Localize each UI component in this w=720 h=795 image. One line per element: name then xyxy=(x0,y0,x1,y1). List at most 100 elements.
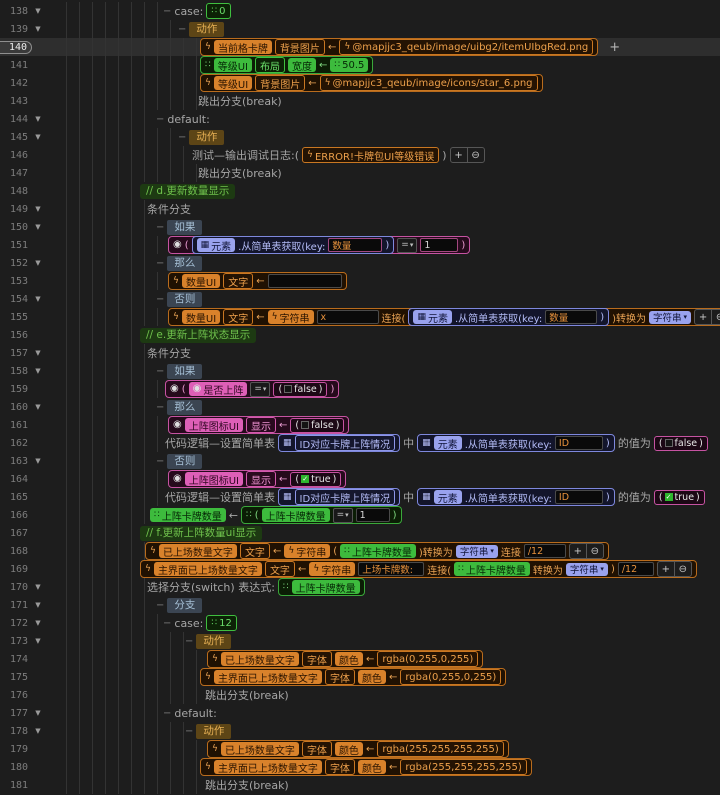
variable-pill[interactable]: 上阵卡牌数量 xyxy=(291,580,360,595)
code-row[interactable]: 181 跳出分支(break) xyxy=(0,776,720,794)
operator-dropdown[interactable]: = ▾ xyxy=(250,381,271,397)
value-input[interactable]: /12 xyxy=(523,544,566,558)
code-row[interactable]: 178 ▼ − 动作 xyxy=(0,722,720,740)
variable-pill[interactable]: 颜色 xyxy=(334,652,363,667)
value-input[interactable]: 1 xyxy=(355,508,390,522)
variable-pill[interactable]: 文字 xyxy=(264,561,295,577)
line-number[interactable]: 157 xyxy=(9,347,28,359)
line-number[interactable]: 148 xyxy=(9,185,28,197)
expression-group[interactable]: ϟ 已上场数量文字 文字 ← ϟ 字符串(∷ 上阵卡牌数量)转换为 字符串 ▾ 连接/12 + ⊖ xyxy=(145,542,609,560)
fold-arrow[interactable]: ▼ xyxy=(35,583,41,591)
line-number[interactable]: 159 xyxy=(9,383,28,395)
code-row[interactable]: 175 ϟ 主界面已上场数量文字 字体 颜色 ← rgba(0,255,0,255) xyxy=(0,668,720,686)
expression-group[interactable]: ▦ ID对应卡牌上阵情况 xyxy=(278,434,401,452)
code-row[interactable]: 160 ▼ − 那么 xyxy=(0,398,720,416)
expression-group[interactable]: ϟ 数量UI 文字 ← xyxy=(168,272,347,290)
variable-pill[interactable]: ▦ 元素 xyxy=(196,238,236,253)
code-row[interactable]: 171 ▼ − 分支 xyxy=(0,596,720,614)
collapse-connector[interactable]: − xyxy=(178,23,187,35)
value-input[interactable]: 1 xyxy=(420,238,459,252)
variable-pill[interactable]: ∷ 上阵卡牌数量 xyxy=(454,562,530,577)
fold-arrow[interactable]: ▼ xyxy=(35,601,41,609)
variable-pill[interactable]: 等级UI xyxy=(213,58,253,73)
variable-pill[interactable]: 文字 xyxy=(223,309,254,325)
variable-pill[interactable]: 元素 xyxy=(433,436,462,451)
code-row[interactable]: 146 测试—输出调试日志:(ϟ ERROR!卡牌包UI等级错误) + ⊖ xyxy=(0,146,720,164)
code-row[interactable]: 172 ▼ − case: ∷ 12 xyxy=(0,614,720,632)
code-row[interactable]: 157 ▼ 条件分支 xyxy=(0,344,720,362)
code-row[interactable]: 149 ▼ 条件分支 xyxy=(0,200,720,218)
value-input[interactable]: 数量 xyxy=(328,238,383,252)
line-number[interactable]: 154 xyxy=(9,293,28,305)
operator-dropdown[interactable]: = ▾ xyxy=(397,237,418,253)
code-row[interactable]: 154 ▼ − 否则 xyxy=(0,290,720,308)
collapse-connector[interactable]: − xyxy=(185,725,194,737)
collapse-connector[interactable]: − xyxy=(163,707,172,719)
code-row[interactable]: 148 // d.更新数量显示 xyxy=(0,182,720,200)
code-row[interactable]: 176 跳出分支(break) xyxy=(0,686,720,704)
code-row[interactable]: 156 // e.更新上阵状态显示 xyxy=(0,326,720,344)
line-number[interactable]: 167 xyxy=(9,527,28,539)
value-input[interactable]: /12 xyxy=(617,562,654,576)
line-number[interactable]: 181 xyxy=(9,779,28,791)
expression-group[interactable]: ϟ 主界面已上场数量文字 字体 颜色 ← rgba(0,255,0,255) xyxy=(200,668,507,686)
variable-pill[interactable]: ∷ 50.5 xyxy=(330,58,369,72)
expression-group[interactable]: ϟ 主界面已上场数量文字 字体 颜色 ← rgba(255,255,255,255) xyxy=(200,758,532,776)
variable-pill[interactable]: 已上场数量文字 xyxy=(158,544,237,559)
expression-group[interactable]: ◉ 上阵图标UI 显示 ←(✓ true) xyxy=(168,470,347,488)
variable-pill[interactable]: 已上场数量文字 xyxy=(220,652,299,667)
variable-pill[interactable]: 字体 xyxy=(301,741,332,757)
remove-param-button[interactable]: ⊖ xyxy=(466,148,484,162)
collapse-connector[interactable]: − xyxy=(185,635,194,647)
line-number[interactable]: 162 xyxy=(9,437,28,449)
line-number[interactable]: 141 xyxy=(9,59,28,71)
flow-block[interactable]: 如果 xyxy=(167,219,203,235)
add-param-button[interactable]: + xyxy=(661,563,671,575)
variable-pill[interactable]: ϟ @mapjjc3_qeub/image/icons/star_6.png xyxy=(319,75,538,91)
expression-group[interactable]: ϟ 当前格卡牌 背景图片 ← ϟ @mapjjc3_qeub/image/uibg2/it… xyxy=(200,38,599,56)
fold-arrow[interactable]: ▼ xyxy=(35,223,41,231)
variable-pill[interactable]: 宽度 xyxy=(288,58,317,73)
variable-pill[interactable]: ∷ 上阵卡牌数量 xyxy=(340,544,416,559)
line-number[interactable]: 177 xyxy=(9,707,28,719)
code-row[interactable]: 174 ϟ 已上场数量文字 字体 颜色 ← rgba(0,255,0,255) xyxy=(0,650,720,668)
variable-pill[interactable]: 文字 xyxy=(239,543,270,559)
expression-group[interactable]: ▦ 元素 .从简单表获取(key: 数量) xyxy=(408,308,610,326)
line-number[interactable]: 176 xyxy=(9,689,28,701)
collapse-connector[interactable]: − xyxy=(156,599,165,611)
line-number[interactable]: 180 xyxy=(9,761,28,773)
expression-group[interactable]: ∷(上阵卡牌数量 = ▾ 1) xyxy=(240,506,402,524)
expression-group[interactable]: ∷ 等级UI 布局 宽度 ← ∷ 50.5 xyxy=(200,56,374,74)
line-number[interactable]: 153 xyxy=(9,275,28,287)
variable-pill[interactable]: ID对应卡牌上阵情况 xyxy=(294,489,396,505)
line-number[interactable]: 155 xyxy=(9,311,28,323)
variable-pill[interactable]: 数量UI xyxy=(181,274,221,289)
variable-pill[interactable]: 上阵图标UI xyxy=(184,418,244,433)
expression-group[interactable]: ◉ 上阵图标UI 显示 ← (false) xyxy=(168,416,350,434)
code-row[interactable]: 179 ϟ 已上场数量文字 字体 颜色 ← rgba(255,255,255,255) xyxy=(0,740,720,758)
variable-pill[interactable]: 颜色 xyxy=(357,670,386,685)
code-row[interactable]: 151 ◉(▦ 元素 .从简单表获取(key: 数量) = ▾ 1) xyxy=(0,236,720,254)
fold-arrow[interactable]: ▼ xyxy=(35,637,41,645)
remove-param-button[interactable]: ⊖ xyxy=(673,562,691,576)
variable-pill[interactable]: 布局 xyxy=(255,57,286,73)
flow-block[interactable]: 否则 xyxy=(167,291,203,307)
line-number[interactable]: 158 xyxy=(9,365,28,377)
expression-group[interactable]: ▦ 元素 .从简单表获取(key: ID) xyxy=(417,488,615,506)
code-row[interactable]: 152 ▼ − 那么 xyxy=(0,254,720,272)
code-row[interactable]: 145 ▼ − 动作 xyxy=(0,128,720,146)
line-number[interactable]: 151 xyxy=(9,239,28,251)
collapse-connector[interactable]: − xyxy=(178,131,187,143)
fold-arrow[interactable]: ▼ xyxy=(35,25,41,33)
code-row[interactable]: 150 ▼ − 如果 xyxy=(0,218,720,236)
line-number[interactable]: 156 xyxy=(9,329,28,341)
line-number[interactable]: 142 xyxy=(9,77,28,89)
code-row[interactable]: 147 跳出分支(break) xyxy=(0,164,720,182)
line-number[interactable]: 170 xyxy=(9,581,28,593)
line-number[interactable]: 140 xyxy=(0,40,32,54)
line-number[interactable]: 164 xyxy=(9,473,28,485)
line-number[interactable]: 163 xyxy=(9,455,28,467)
remove-param-button[interactable]: ⊖ xyxy=(711,310,720,324)
fold-arrow[interactable]: ▼ xyxy=(35,457,41,465)
variable-pill[interactable]: 颜色 xyxy=(334,742,363,757)
